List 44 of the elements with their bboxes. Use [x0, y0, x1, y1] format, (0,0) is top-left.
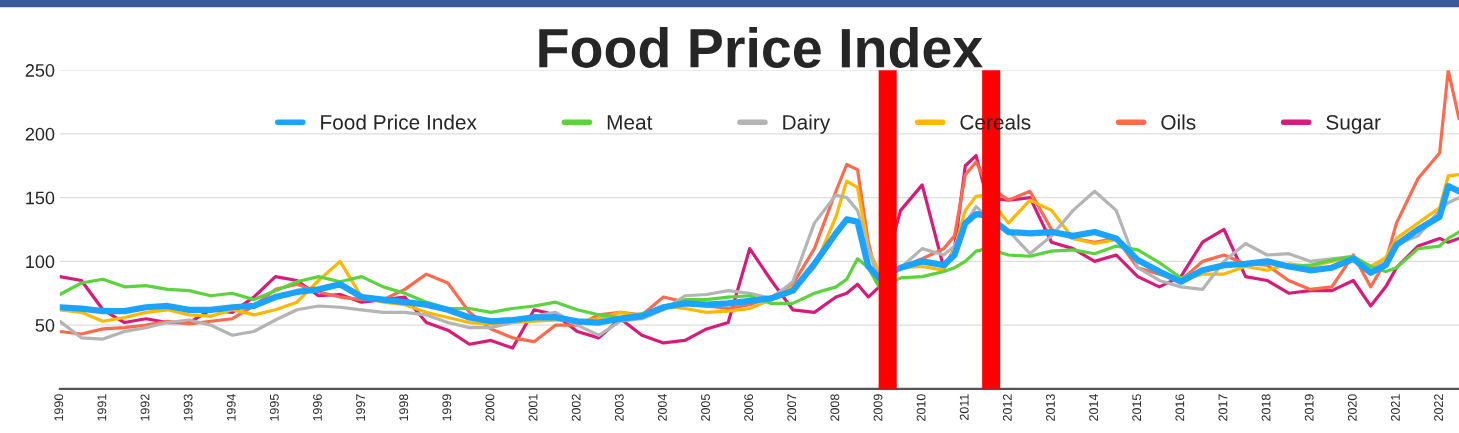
y-tick-label: 200: [25, 127, 55, 141]
x-tick-label: 2020: [1347, 394, 1357, 421]
y-tick-label: 150: [26, 191, 55, 205]
y-tick-label: 100: [26, 255, 55, 269]
legend-label: Sugar: [1326, 114, 1381, 134]
x-tick-label: 2004: [657, 394, 667, 421]
x-tick-label: 2021: [1390, 394, 1400, 421]
y-tick-label: 50: [35, 319, 55, 332]
x-tick-label: 2016: [1175, 394, 1185, 421]
x-tick-label: 1996: [313, 394, 322, 421]
x-tick-label: 2013: [1046, 394, 1055, 421]
x-tick-label: 2012: [1002, 394, 1012, 421]
chart-title: Food Price Index: [539, 27, 983, 68]
x-tick-label: 2018: [1261, 394, 1271, 421]
x-tick-label: 2010: [916, 394, 926, 421]
x-tick-label: 2019: [1304, 394, 1314, 421]
x-tick-label: 1991: [97, 394, 107, 421]
legend-label: Oils: [1161, 114, 1196, 130]
x-tick-label: 2005: [701, 394, 710, 421]
x-tick-label: 2009: [873, 394, 883, 421]
y-tick-label: 250: [25, 64, 55, 77]
x-tick-label: 2015: [1132, 394, 1142, 421]
x-tick-label: 2002: [571, 394, 581, 421]
x-tick-label: 1999: [442, 394, 452, 421]
x-tick-label: 1994: [226, 394, 236, 421]
x-tick-label: 2006: [744, 394, 754, 421]
x-tick-label: 2022: [1434, 394, 1443, 421]
legend-label: Food Price Index: [321, 114, 477, 130]
x-tick-label: 2011: [959, 394, 969, 420]
x-tick-label: 1992: [140, 394, 150, 421]
x-tick-label: 2001: [528, 394, 538, 421]
x-tick-label: 2008: [830, 394, 840, 421]
x-tick-label: 2017: [1218, 394, 1228, 421]
x-tick-label: 1993: [183, 394, 193, 421]
x-tick-label: 1995: [269, 394, 279, 421]
x-tick-label: 1998: [399, 394, 409, 421]
x-tick-label: 2007: [787, 394, 797, 421]
x-tick-label: 2003: [614, 394, 624, 421]
x-tick-label: 1990: [54, 394, 64, 421]
legend-label: Meat: [607, 115, 653, 130]
legend-label: Dairy: [783, 114, 831, 134]
x-tick-label: 2000: [485, 394, 495, 421]
x-tick-label: 1997: [356, 394, 365, 421]
x-tick-label: 2014: [1089, 394, 1099, 421]
